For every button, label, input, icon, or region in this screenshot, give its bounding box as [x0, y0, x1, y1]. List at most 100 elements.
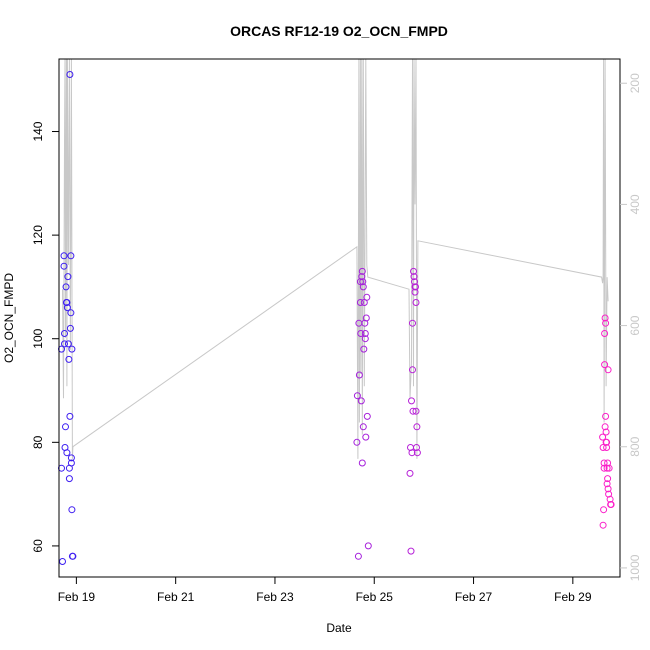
data-point	[601, 314, 609, 322]
data-point	[412, 283, 419, 291]
y-tick-label: 140	[31, 121, 45, 141]
y-tick-label: 100	[31, 328, 45, 348]
data-point	[602, 412, 610, 420]
data-point	[407, 547, 415, 555]
data-point	[599, 521, 607, 529]
data-point	[601, 330, 609, 337]
y-axis-label: O2_OCN_FMPD	[2, 273, 16, 363]
data-point	[358, 267, 366, 275]
y2-tick-label: 200	[628, 73, 642, 93]
data-point	[68, 345, 76, 353]
y2-tick-label: 1000	[628, 554, 642, 581]
data-point	[354, 552, 362, 560]
data-point	[357, 397, 365, 405]
data-point	[63, 449, 71, 457]
data-point	[66, 71, 74, 78]
data-point	[361, 330, 369, 337]
data-point	[63, 304, 71, 312]
data-point	[358, 273, 366, 281]
plot-frame	[58, 58, 621, 578]
x-tick-label: Feb 25	[356, 590, 394, 604]
data-point	[605, 464, 613, 472]
data-point	[409, 366, 416, 374]
data-point	[602, 428, 610, 436]
data-point	[67, 459, 75, 467]
data-point	[356, 299, 364, 306]
data-point	[65, 475, 73, 483]
data-point	[413, 444, 420, 451]
y2-tick-label: 800	[628, 436, 642, 456]
data-point	[604, 366, 612, 374]
data-point	[60, 252, 68, 260]
data-point	[65, 355, 73, 363]
data-point	[362, 314, 370, 322]
data-point	[356, 278, 364, 286]
data-point	[412, 299, 420, 306]
data-point	[602, 319, 610, 327]
data-point	[66, 324, 74, 332]
y2-axis-right: 200 400 600 800 1000	[620, 73, 642, 581]
data-point	[355, 371, 363, 379]
data-point	[600, 506, 608, 514]
data-point	[604, 485, 612, 493]
data-point	[60, 262, 68, 270]
data-point	[59, 558, 66, 565]
data-point	[357, 330, 365, 337]
y2-tick-label: 400	[628, 194, 642, 214]
data-point	[68, 506, 76, 514]
data-point	[67, 309, 75, 317]
data-point	[603, 438, 611, 446]
data-point	[599, 444, 607, 451]
x-tick-label: Feb 19	[58, 590, 96, 604]
data-point	[410, 267, 417, 275]
data-point	[69, 552, 77, 560]
y-axis: 60 80 100 120 140	[31, 121, 59, 553]
data-point	[359, 423, 367, 431]
data-point	[364, 542, 372, 550]
x-tick-label: Feb 23	[256, 590, 294, 604]
data-point	[601, 361, 609, 369]
data-point	[604, 475, 612, 483]
chart-title: ORCAS RF12-19 O2_OCN_FMPD	[230, 23, 448, 39]
x-axis-label: Date	[326, 621, 352, 635]
data-point	[408, 449, 416, 457]
data-point	[67, 454, 75, 462]
data-point	[600, 459, 608, 467]
data-point	[361, 335, 369, 343]
data-point	[62, 423, 69, 431]
data-point	[408, 397, 415, 405]
data-point	[411, 278, 418, 286]
points-layer	[58, 71, 615, 565]
data-point	[412, 407, 420, 415]
data-point	[606, 495, 614, 503]
data-point	[600, 464, 608, 472]
data-point	[409, 319, 416, 327]
data-point	[64, 273, 72, 281]
data-point	[603, 480, 611, 488]
data-point	[362, 433, 370, 441]
data-point	[359, 283, 367, 291]
data-point	[363, 412, 371, 420]
data-point	[353, 392, 361, 400]
data-point	[410, 273, 418, 281]
data-point	[413, 423, 421, 431]
data-point	[63, 299, 71, 306]
x-axis: Feb 19 Feb 21 Feb 23 Feb 25 Feb 27 Feb 29	[58, 577, 592, 604]
y-tick-label: 80	[31, 435, 45, 449]
line-series	[62, 58, 609, 459]
line-layer	[62, 58, 609, 459]
y2-tick-label: 600	[628, 315, 642, 335]
data-point	[409, 407, 417, 415]
data-point	[601, 423, 609, 431]
data-point	[61, 340, 68, 348]
data-point	[603, 464, 611, 472]
data-point	[359, 278, 367, 286]
data-point	[353, 438, 361, 446]
x-tick-label: Feb 21	[157, 590, 195, 604]
data-point	[413, 449, 421, 457]
data-point	[67, 252, 75, 260]
data-point	[62, 283, 70, 291]
data-point	[411, 288, 419, 296]
data-point	[61, 330, 68, 337]
